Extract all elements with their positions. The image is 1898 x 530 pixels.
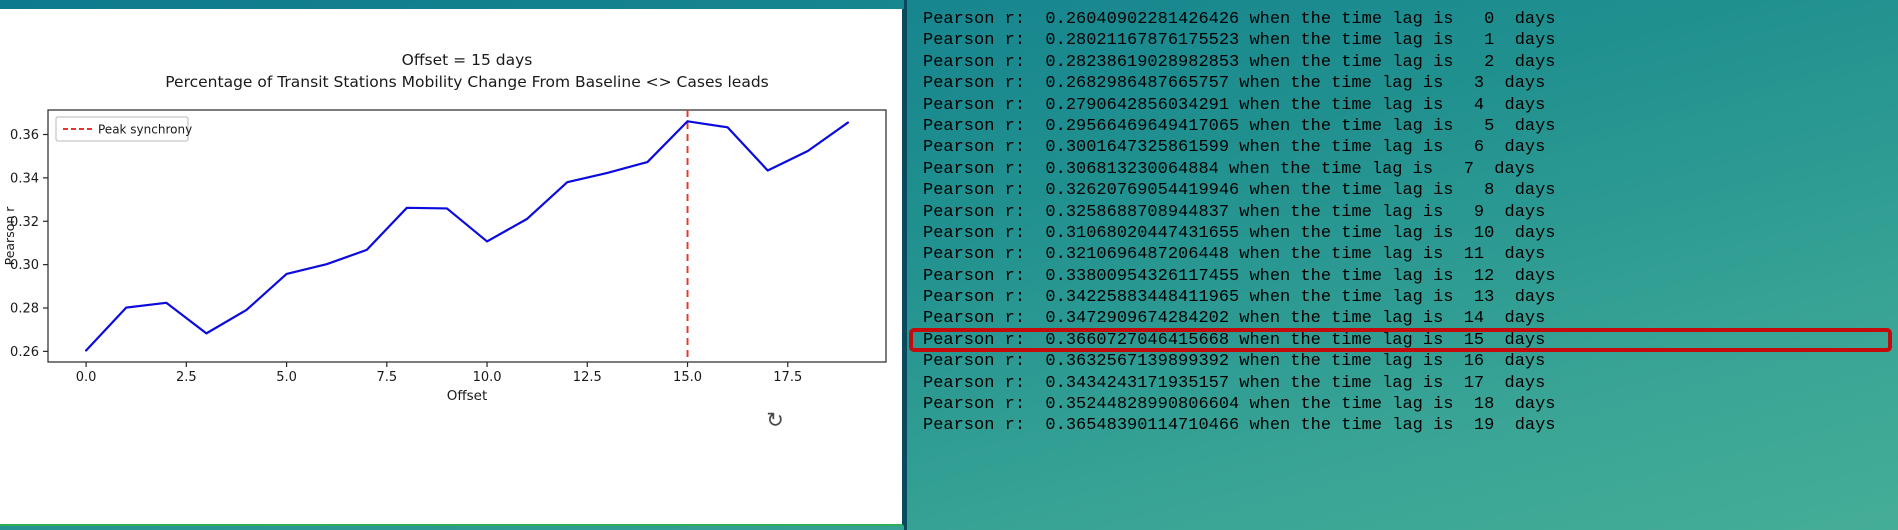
pearson-series-line <box>84 120 850 352</box>
console-line: Pearson r: 0.32620769054419946 when the … <box>923 181 1556 201</box>
x-tick-label: 0.0 <box>76 370 97 385</box>
console-line: Pearson r: 0.35244828990806604 when the … <box>923 395 1556 415</box>
correlation-line-chart: Offset = 15 days Percentage of Transit St… <box>2 51 887 404</box>
y-axis-label: Pearson r <box>2 206 17 266</box>
console-line: Pearson r: 0.3472909674284202 when the t… <box>923 309 1546 329</box>
console-line: Pearson r: 0.28238619028982853 when the … <box>923 52 1556 72</box>
y-tick-label: 0.32 <box>10 215 39 230</box>
x-tick-label: 7.5 <box>376 370 397 385</box>
console-line-highlighted: Pearson r: 0.3660727046415668 when the t… <box>909 327 1892 353</box>
console-output: Pearson r: 0.26040902281426426 when the … <box>904 0 1898 530</box>
y-tick-label: 0.26 <box>10 345 39 360</box>
y-tick-label: 0.28 <box>10 302 39 317</box>
chart-title: Offset = 15 days <box>402 51 533 69</box>
chart-subtitle: Percentage of Transit Stations Mobility … <box>165 73 769 91</box>
x-tick-label: 15.0 <box>673 370 702 385</box>
console-line: Pearson r: 0.3258688708944837 when the t… <box>923 202 1546 222</box>
x-axis-label: Offset <box>447 388 488 404</box>
figure-window: Offset = 15 days Percentage of Transit St… <box>0 9 904 526</box>
x-tick-label: 10.0 <box>473 370 502 385</box>
y-tick-label: 0.30 <box>10 258 39 273</box>
console-line: Pearson r: 0.26040902281426426 when the … <box>923 10 1556 29</box>
console-line: Pearson r: 0.2682986487665757 when the t… <box>923 74 1546 94</box>
console-line: Pearson r: 0.3434243171935157 when the t… <box>923 373 1546 393</box>
y-tick-label: 0.34 <box>10 171 39 186</box>
console-line: Pearson r: 0.36548390114710466 when the … <box>923 416 1556 436</box>
console-line: Pearson r: 0.34225883448411965 when the … <box>923 288 1556 308</box>
legend-box <box>55 116 189 142</box>
console-line: Pearson r: 0.306813230064884 when the ti… <box>923 159 1536 179</box>
y-tick-label: 0.36 <box>10 128 39 143</box>
x-tick-label: 12.5 <box>573 370 602 385</box>
x-tick-label: 2.5 <box>176 370 197 385</box>
console-line: Pearson r: 0.3632567139899392 when the t… <box>923 352 1546 372</box>
console-line: Pearson r: 0.2790642856034291 when the t… <box>923 95 1546 115</box>
console-line: Pearson r: 0.31068020447431655 when the … <box>923 223 1556 243</box>
console-line: Pearson r: 0.29566469649417065 when the … <box>923 116 1556 136</box>
legend-label: Peak synchrony <box>98 123 192 137</box>
console-line: Pearson r: 0.28021167876175523 when the … <box>923 31 1556 51</box>
x-tick-label: 17.5 <box>773 370 802 385</box>
console-line: Pearson r: 0.33800954326117455 when the … <box>923 266 1556 286</box>
refresh-icon[interactable]: ↻ <box>766 408 784 432</box>
console-line: Pearson r: 0.3001647325861599 when the t… <box>923 138 1546 158</box>
plot-border <box>47 109 887 363</box>
console-line: Pearson r: 0.3210696487206448 when the t… <box>923 245 1546 265</box>
x-tick-label: 5.0 <box>276 370 297 385</box>
